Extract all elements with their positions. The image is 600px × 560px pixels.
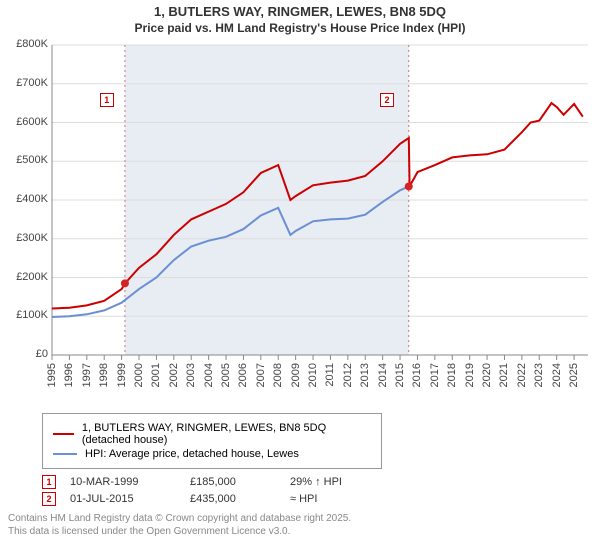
chart-marker-icon: 1 <box>100 93 114 107</box>
x-axis-label: 2009 <box>290 363 302 387</box>
event-note: ≈ HPI <box>290 493 317 505</box>
x-axis-label: 2023 <box>533 363 545 387</box>
x-axis-label: 2005 <box>220 363 232 387</box>
legend-label: HPI: Average price, detached house, Lewe… <box>85 448 299 460</box>
event-row: 2 01-JUL-2015 £435,000 ≈ HPI <box>42 492 592 506</box>
legend-item: HPI: Average price, detached house, Lewe… <box>53 448 371 460</box>
x-axis-label: 2007 <box>255 363 267 387</box>
x-axis-label: 2003 <box>185 363 197 387</box>
y-axis-label: £400K <box>8 193 48 205</box>
price-chart: £0 £100K £200K £300K £400K £500K £600K £700K £80… <box>8 39 592 409</box>
y-axis-label: £800K <box>8 38 48 50</box>
x-axis-label: 2004 <box>203 363 215 387</box>
y-axis-label: £100K <box>8 309 48 321</box>
y-axis-label: £700K <box>8 77 48 89</box>
x-axis-label: 2002 <box>168 363 180 387</box>
event-price: £435,000 <box>190 493 290 505</box>
chart-marker-icon: 2 <box>380 93 394 107</box>
x-axis-label: 2020 <box>481 363 493 387</box>
x-axis-label: 2021 <box>498 363 510 387</box>
x-axis-label: 2014 <box>377 363 389 387</box>
footer-attribution: Contains HM Land Registry data © Crown c… <box>8 512 592 538</box>
x-axis-label: 2017 <box>429 363 441 387</box>
x-axis-label: 2008 <box>272 363 284 387</box>
y-axis-label: £600K <box>8 116 48 128</box>
y-axis-label: £300K <box>8 232 48 244</box>
x-axis-label: 2018 <box>446 363 458 387</box>
x-axis-label: 2025 <box>568 363 580 387</box>
title-line1: 1, BUTLERS WAY, RINGMER, LEWES, BN8 5DQ <box>8 4 592 19</box>
x-axis-label: 2015 <box>394 363 406 387</box>
x-axis-label: 1996 <box>63 363 75 387</box>
x-axis-label: 2024 <box>551 363 563 387</box>
y-axis-label: £200K <box>8 271 48 283</box>
y-axis-label: £0 <box>8 348 48 360</box>
x-axis-label: 2011 <box>324 363 336 387</box>
x-axis-label: 1999 <box>116 363 128 387</box>
footer-line2: This data is licensed under the Open Gov… <box>8 525 592 538</box>
x-axis-label: 2001 <box>150 363 162 387</box>
legend-box: 1, BUTLERS WAY, RINGMER, LEWES, BN8 5DQ … <box>42 413 382 469</box>
x-axis-label: 1995 <box>46 363 58 387</box>
event-marker-icon: 1 <box>42 475 56 489</box>
x-axis-label: 2022 <box>516 363 528 387</box>
x-axis-label: 2000 <box>133 363 145 387</box>
legend-swatch-red <box>53 433 74 435</box>
x-axis-label: 2010 <box>307 363 319 387</box>
x-axis-label: 2019 <box>464 363 476 387</box>
legend-swatch-blue <box>53 453 77 455</box>
x-axis-label: 2006 <box>237 363 249 387</box>
event-date: 01-JUL-2015 <box>70 493 190 505</box>
legend-item: 1, BUTLERS WAY, RINGMER, LEWES, BN8 5DQ … <box>53 422 371 446</box>
chart-titles: 1, BUTLERS WAY, RINGMER, LEWES, BN8 5DQ … <box>8 4 592 35</box>
x-axis-label: 2013 <box>359 363 371 387</box>
legend-label: 1, BUTLERS WAY, RINGMER, LEWES, BN8 5DQ … <box>82 422 371 446</box>
event-table: 1 10-MAR-1999 £185,000 29% ↑ HPI 2 01-JU… <box>42 475 592 506</box>
event-note: 29% ↑ HPI <box>290 476 342 488</box>
x-axis-label: 2012 <box>342 363 354 387</box>
x-axis-label: 1998 <box>98 363 110 387</box>
title-line2: Price paid vs. HM Land Registry's House … <box>8 21 592 35</box>
y-axis-label: £500K <box>8 154 48 166</box>
event-marker-icon: 2 <box>42 492 56 506</box>
x-axis-label: 2016 <box>411 363 423 387</box>
x-axis-label: 1997 <box>81 363 93 387</box>
footer-line1: Contains HM Land Registry data © Crown c… <box>8 512 592 525</box>
event-date: 10-MAR-1999 <box>70 476 190 488</box>
event-row: 1 10-MAR-1999 £185,000 29% ↑ HPI <box>42 475 592 489</box>
event-price: £185,000 <box>190 476 290 488</box>
